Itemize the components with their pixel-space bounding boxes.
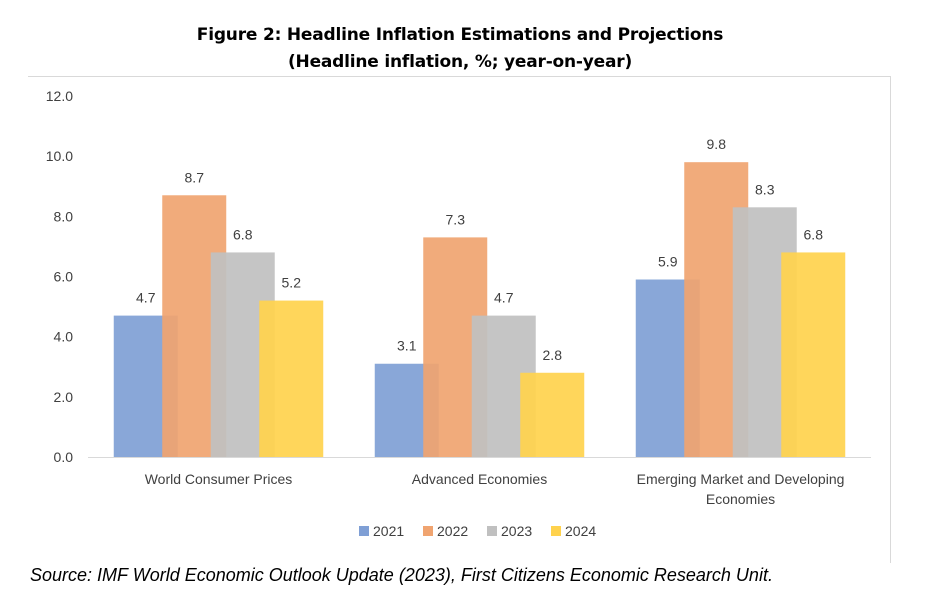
legend-swatch-2022 — [423, 526, 433, 536]
bar-2024-0 — [259, 300, 324, 457]
x-category-label: World Consumer Prices — [145, 471, 293, 487]
y-tick-label: 6.0 — [54, 269, 74, 285]
data-label: 3.1 — [397, 338, 417, 354]
chart-frame — [28, 76, 891, 563]
data-label: 2.8 — [543, 347, 563, 363]
y-tick-label: 12.0 — [46, 88, 73, 104]
y-tick-label: 0.0 — [54, 449, 74, 465]
bar-2024-1 — [520, 372, 585, 457]
legend-label: 2023 — [501, 523, 532, 539]
y-tick-label: 2.0 — [54, 389, 74, 405]
y-tick-label: 8.0 — [54, 208, 74, 224]
data-label: 7.3 — [446, 211, 466, 227]
data-label: 4.7 — [494, 290, 514, 306]
data-label: 8.7 — [185, 169, 205, 185]
x-category-label: Advanced Economies — [412, 471, 547, 487]
x-category-label: Economies — [706, 491, 775, 507]
legend-swatch-2024 — [551, 526, 561, 536]
legend-label: 2022 — [437, 523, 468, 539]
y-tick-label: 4.0 — [54, 329, 74, 345]
data-label: 4.7 — [136, 290, 156, 306]
source-note: Source: IMF World Economic Outlook Updat… — [30, 565, 773, 585]
legend-swatch-2023 — [487, 526, 497, 536]
chart-title: Figure 2: Headline Inflation Estimations… — [196, 25, 724, 45]
data-label: 5.2 — [282, 275, 302, 291]
y-tick-label: 10.0 — [46, 148, 73, 164]
data-label: 6.8 — [233, 226, 253, 242]
legend-swatch-2021 — [359, 526, 369, 536]
legend-label: 2024 — [565, 523, 596, 539]
legend-label: 2021 — [373, 523, 404, 539]
data-label: 8.3 — [755, 181, 775, 197]
chart-subtitle: (Headline inflation, %; year-on-year) — [287, 52, 633, 72]
x-category-label: Emerging Market and Developing — [637, 471, 845, 487]
data-label: 5.9 — [658, 254, 678, 270]
bar-2024-2 — [781, 252, 846, 457]
data-label: 6.8 — [804, 226, 824, 242]
data-label: 9.8 — [707, 136, 727, 152]
